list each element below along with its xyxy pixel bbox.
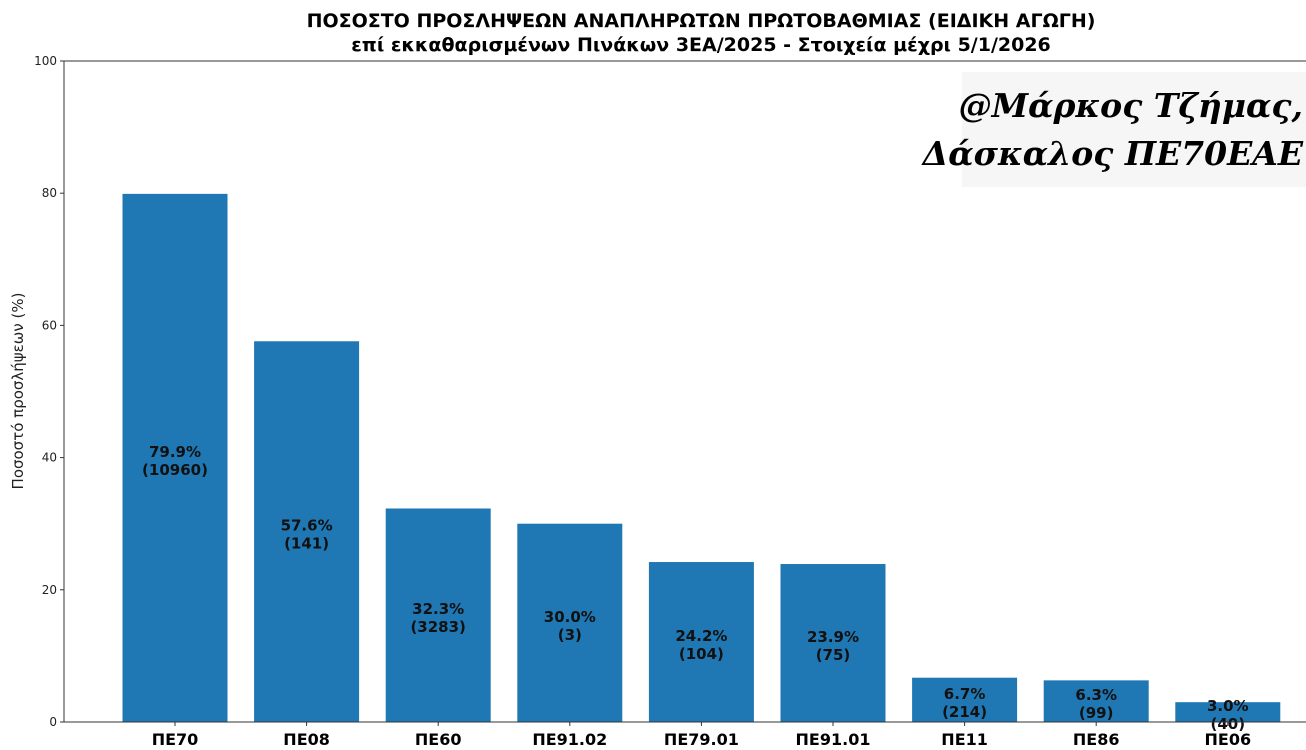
watermark-box	[962, 72, 1306, 187]
value-label: 6.7%	[944, 685, 986, 703]
x-tick-label: ΠΕ91.01	[796, 730, 871, 749]
value-label: 24.2%	[675, 627, 727, 645]
value-label: 6.3%	[1075, 686, 1117, 704]
count-label: (104)	[679, 645, 724, 663]
x-tick-label: ΠΕ11	[941, 730, 988, 749]
count-label: (3)	[558, 626, 582, 644]
count-label: (10960)	[142, 461, 208, 479]
bar	[254, 341, 360, 722]
y-tick-label: 0	[49, 715, 57, 729]
bar	[912, 677, 1018, 722]
x-tick-label: ΠΕ08	[283, 730, 330, 749]
value-label: 23.9%	[807, 628, 859, 646]
bar	[648, 562, 754, 722]
bar	[517, 523, 623, 722]
bar	[780, 564, 886, 722]
x-tick-label: ΠΕ79.01	[664, 730, 739, 749]
y-axis-label: Ποσοστό προσλήψεων (%)	[9, 293, 27, 490]
bar	[1043, 680, 1149, 722]
count-label: (99)	[1079, 704, 1114, 722]
count-label: (141)	[284, 535, 329, 553]
watermark-line-2: Δάσκαλος ΠΕ70ΕΑΕ	[921, 134, 1304, 173]
value-label: 30.0%	[544, 608, 596, 626]
x-tick-label: ΠΕ06	[1205, 730, 1252, 749]
y-tick-label: 100	[34, 54, 57, 68]
y-tick-label: 80	[42, 186, 57, 200]
chart-title: ΠΟΣΟΣΤΟ ΠΡΟΣΛΗΨΕΩΝ ΑΝΑΠΛΗΡΩΤΩΝ ΠΡΩΤΟΒΑΘΜ…	[307, 10, 1096, 32]
count-label: (3283)	[410, 618, 465, 636]
y-tick-label: 20	[42, 583, 57, 597]
count-label: (214)	[942, 703, 987, 721]
bar	[1175, 702, 1281, 722]
x-tick-label: ΠΕ91.02	[532, 730, 607, 749]
y-tick-label: 40	[42, 451, 57, 465]
x-tick-label: ΠΕ70	[152, 730, 199, 749]
value-label: 3.0%	[1207, 697, 1249, 715]
value-label: 79.9%	[149, 443, 201, 461]
watermark-line-1: @Μάρκος Τζήμας,	[959, 86, 1303, 125]
chart-subtitle: επί εκκαθαρισμένων Πινάκων 3ΕΑ/2025 - Στ…	[351, 34, 1051, 56]
x-tick-label: ΠΕ86	[1073, 730, 1120, 749]
bar	[122, 193, 228, 723]
x-tick-label: ΠΕ60	[415, 730, 462, 749]
y-tick-label: 60	[42, 318, 57, 332]
value-label: 57.6%	[281, 517, 333, 535]
count-label: (75)	[816, 646, 851, 664]
value-label: 32.3%	[412, 600, 464, 618]
bar	[385, 508, 491, 722]
